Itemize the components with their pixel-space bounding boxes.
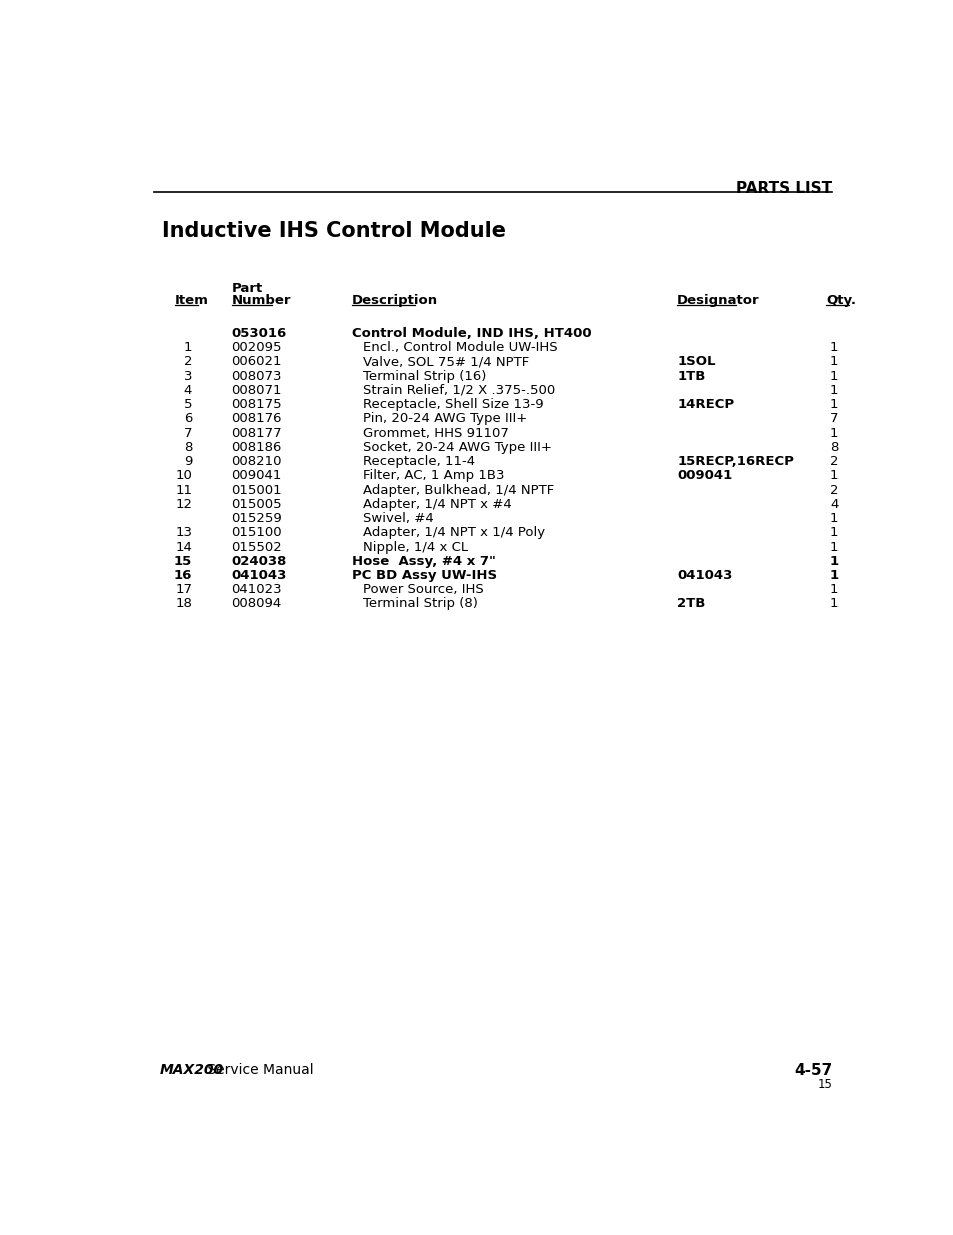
Text: Receptacle, Shell Size 13-9: Receptacle, Shell Size 13-9 [363, 398, 543, 411]
Text: 008073: 008073 [232, 369, 282, 383]
Text: 006021: 006021 [232, 356, 282, 368]
Text: 015001: 015001 [232, 484, 282, 496]
Text: 1: 1 [829, 526, 838, 540]
Text: PARTS LIST: PARTS LIST [736, 180, 831, 195]
Text: 015005: 015005 [232, 498, 282, 511]
Text: Receptacle, 11-4: Receptacle, 11-4 [363, 454, 475, 468]
Text: Control Module, IND IHS, HT400: Control Module, IND IHS, HT400 [352, 327, 591, 340]
Text: Hose  Assy, #4 x 7": Hose Assy, #4 x 7" [352, 555, 496, 568]
Text: 1: 1 [829, 356, 838, 368]
Text: 041043: 041043 [232, 569, 287, 582]
Text: 4: 4 [184, 384, 192, 396]
Text: Swivel, #4: Swivel, #4 [363, 513, 434, 525]
Text: 008176: 008176 [232, 412, 282, 425]
Text: Service Manual: Service Manual [203, 1063, 314, 1077]
Text: 1: 1 [829, 398, 838, 411]
Text: 15RECP,16RECP: 15RECP,16RECP [677, 454, 793, 468]
Text: Grommet, HHS 91107: Grommet, HHS 91107 [363, 426, 509, 440]
Text: Filter, AC, 1 Amp 1B3: Filter, AC, 1 Amp 1B3 [363, 469, 504, 483]
Text: 1: 1 [829, 384, 838, 396]
Text: 8: 8 [184, 441, 192, 453]
Text: 1: 1 [829, 369, 838, 383]
Text: 1: 1 [183, 341, 192, 354]
Text: 7: 7 [183, 426, 192, 440]
Text: 008175: 008175 [232, 398, 282, 411]
Text: Inductive IHS Control Module: Inductive IHS Control Module [162, 221, 505, 241]
Text: 18: 18 [175, 598, 192, 610]
Text: 16: 16 [173, 569, 192, 582]
Text: 4: 4 [829, 498, 838, 511]
Text: 2: 2 [829, 454, 838, 468]
Text: 1: 1 [829, 469, 838, 483]
Text: 9: 9 [184, 454, 192, 468]
Text: 008210: 008210 [232, 454, 282, 468]
Text: 12: 12 [175, 498, 192, 511]
Text: 015259: 015259 [232, 513, 282, 525]
Text: 14: 14 [175, 541, 192, 553]
Text: 15: 15 [173, 555, 192, 568]
Text: 1: 1 [829, 541, 838, 553]
Text: 7: 7 [829, 412, 838, 425]
Text: 6: 6 [184, 412, 192, 425]
Text: 1: 1 [829, 426, 838, 440]
Text: 5: 5 [183, 398, 192, 411]
Text: 14RECP: 14RECP [677, 398, 734, 411]
Text: 1: 1 [829, 598, 838, 610]
Text: Encl., Control Module UW-IHS: Encl., Control Module UW-IHS [363, 341, 558, 354]
Text: Item: Item [174, 294, 209, 306]
Text: 002095: 002095 [232, 341, 282, 354]
Text: Designator: Designator [677, 294, 760, 306]
Text: Strain Relief, 1/2 X .375-.500: Strain Relief, 1/2 X .375-.500 [363, 384, 555, 396]
Text: 2TB: 2TB [677, 598, 705, 610]
Text: MAX200: MAX200 [159, 1063, 223, 1077]
Text: 008177: 008177 [232, 426, 282, 440]
Text: 009041: 009041 [677, 469, 732, 483]
Text: 1: 1 [829, 583, 838, 597]
Text: Description: Description [352, 294, 437, 306]
Text: PC BD Assy UW-IHS: PC BD Assy UW-IHS [352, 569, 497, 582]
Text: 1SOL: 1SOL [677, 356, 715, 368]
Text: 008094: 008094 [232, 598, 281, 610]
Text: 015100: 015100 [232, 526, 282, 540]
Text: 4-57: 4-57 [793, 1063, 831, 1078]
Text: 11: 11 [175, 484, 192, 496]
Text: Terminal Strip (8): Terminal Strip (8) [363, 598, 477, 610]
Text: Pin, 20-24 AWG Type III+: Pin, 20-24 AWG Type III+ [363, 412, 527, 425]
Text: 015502: 015502 [232, 541, 282, 553]
Text: Qty.: Qty. [825, 294, 855, 306]
Text: 041023: 041023 [232, 583, 282, 597]
Text: 3: 3 [183, 369, 192, 383]
Text: 13: 13 [175, 526, 192, 540]
Text: Terminal Strip (16): Terminal Strip (16) [363, 369, 486, 383]
Text: 1: 1 [828, 569, 838, 582]
Text: 8: 8 [829, 441, 838, 453]
Text: 009041: 009041 [232, 469, 282, 483]
Text: 041043: 041043 [677, 569, 732, 582]
Text: 1: 1 [829, 513, 838, 525]
Text: Number: Number [232, 294, 291, 306]
Text: 053016: 053016 [232, 327, 287, 340]
Text: Valve, SOL 75# 1/4 NPTF: Valve, SOL 75# 1/4 NPTF [363, 356, 529, 368]
Text: Nipple, 1/4 x CL: Nipple, 1/4 x CL [363, 541, 468, 553]
Text: 1: 1 [829, 341, 838, 354]
Text: 10: 10 [175, 469, 192, 483]
Text: 15: 15 [817, 1078, 831, 1091]
Text: Adapter, 1/4 NPT x 1/4 Poly: Adapter, 1/4 NPT x 1/4 Poly [363, 526, 545, 540]
Text: Power Source, IHS: Power Source, IHS [363, 583, 483, 597]
Text: Socket, 20-24 AWG Type III+: Socket, 20-24 AWG Type III+ [363, 441, 552, 453]
Text: 1: 1 [828, 555, 838, 568]
Text: Adapter, 1/4 NPT x #4: Adapter, 1/4 NPT x #4 [363, 498, 512, 511]
Text: 1TB: 1TB [677, 369, 705, 383]
Text: 17: 17 [175, 583, 192, 597]
Text: Adapter, Bulkhead, 1/4 NPTF: Adapter, Bulkhead, 1/4 NPTF [363, 484, 554, 496]
Text: 024038: 024038 [232, 555, 287, 568]
Text: 2: 2 [829, 484, 838, 496]
Text: 2: 2 [183, 356, 192, 368]
Text: 008186: 008186 [232, 441, 282, 453]
Text: Part: Part [232, 282, 263, 295]
Text: 008071: 008071 [232, 384, 282, 396]
